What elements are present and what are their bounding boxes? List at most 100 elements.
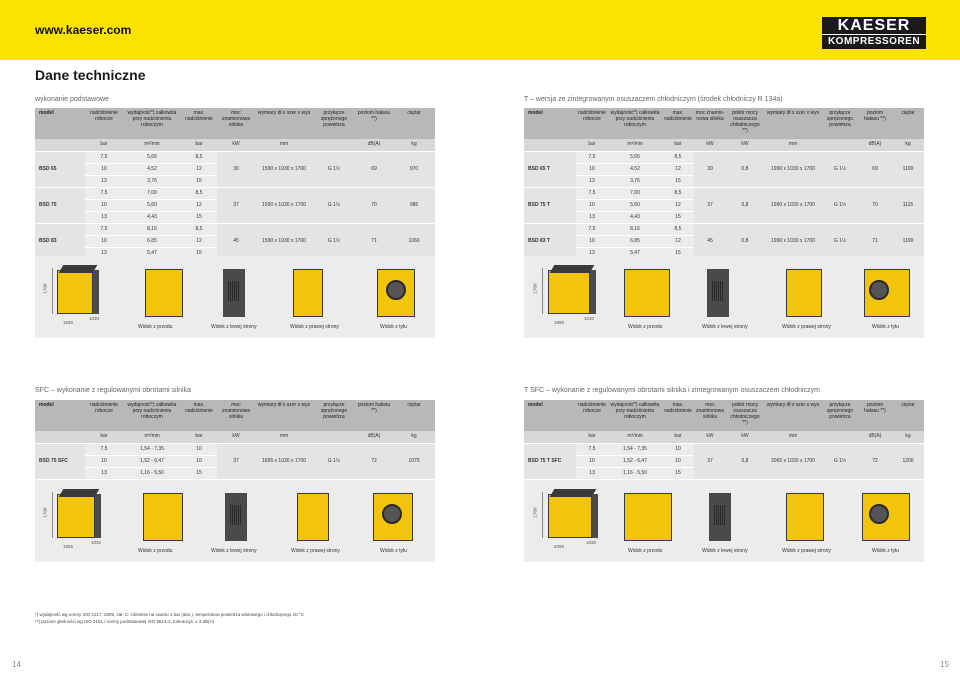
unit-bar: bar — [576, 139, 608, 152]
table-cell: 45 — [217, 223, 255, 260]
table-row: 13 1,16 - 5,50 15 — [35, 467, 435, 480]
table-cell: 5,65 — [123, 151, 181, 164]
table-cell: G 1½ — [822, 151, 858, 188]
compressor-roof — [58, 265, 98, 273]
width-dim-label: 1665 — [63, 544, 74, 549]
section-tsfc-title: T SFC – wykonanie z regulowanymi obrotam… — [524, 387, 820, 394]
table-cell: G 1½ — [822, 187, 858, 224]
width-dim-label: 1590 — [63, 320, 74, 325]
depth-dim-label: 1030 — [91, 540, 102, 545]
table-cell: 7,5 — [85, 151, 123, 164]
views-panel-t: 1700 1990 1030 Widok z przodu Widok z le… — [524, 256, 924, 338]
col-pressure: nadciśnienie robocze — [85, 108, 123, 139]
unit-kw: kW — [726, 139, 764, 152]
caption-front: Widok z przodu — [138, 324, 173, 330]
table-cell: 10 — [576, 235, 608, 248]
depth-dim-label: 1030 — [586, 540, 597, 545]
caption-back: Widok z tyłu — [872, 324, 899, 330]
table-cell: 7,5 — [576, 187, 608, 200]
table-cell: 1,16 - 5,50 — [123, 467, 181, 480]
table-cell: 2065 x 1030 x 1700 — [764, 443, 822, 480]
table-cell: 4,52 — [123, 163, 181, 176]
front-view-image — [624, 493, 672, 541]
table-cell: 8,5 — [181, 151, 217, 164]
table-cell: 4,43 — [123, 211, 181, 224]
table-cell: G 1½ — [313, 223, 355, 260]
views-panel-basic: 1700 1590 1030 Widok z przodu Widok z le… — [35, 256, 435, 338]
col-noise: poziom hałasu **) — [355, 108, 393, 139]
table-cell: 37 — [694, 443, 726, 480]
compressor-side — [93, 270, 99, 314]
spec-table-basic: model nadciśnienie robocze wydajność*) c… — [35, 108, 435, 260]
col-noise: poziom hałasu **) — [858, 400, 892, 431]
height-dim-line — [52, 492, 53, 538]
footnote-2: **) poziom głośności wg ISO 2151 i normy… — [35, 619, 215, 624]
table-cell: 10 — [662, 443, 694, 456]
table-cell: G 1½ — [822, 223, 858, 260]
col-dims: wymiary dł x szer x wys — [255, 400, 313, 431]
vent-grille — [230, 505, 242, 525]
unit-blank — [313, 139, 355, 152]
model-name: BSD 75 SFC — [35, 443, 85, 480]
table-row: 13 3,76 15 — [35, 175, 435, 188]
table-cell: 7,5 — [85, 187, 123, 200]
table-cell: 8,5 — [662, 223, 694, 236]
right-view-image — [786, 493, 824, 541]
table-cell: 10 — [576, 199, 608, 212]
table-cell: 4,52 — [608, 163, 662, 176]
table-cell: G 1½ — [822, 443, 858, 480]
col-power: moc znamio-nowa silnika — [694, 108, 726, 139]
section-basic-title: wykonanie podstawowe — [35, 96, 109, 103]
table-cell: 8,16 — [608, 223, 662, 236]
table-row: 13 3,76 15 — [524, 175, 924, 188]
col-maxp: max. nadciśnienie — [662, 108, 694, 139]
col-flow: wydajność*) całkowita przy nadciśnieniu … — [123, 108, 181, 139]
col-model: model — [35, 400, 85, 431]
logo-text-sub: KOMPRESSOREN — [822, 34, 926, 48]
compressor-roof — [549, 265, 595, 273]
table-cell: G 1½ — [313, 187, 355, 224]
vent-grille — [712, 281, 724, 301]
col-maxp: max. nadciśnienie — [181, 400, 217, 431]
table-cell: 15 — [662, 211, 694, 224]
table-cell: 10 — [181, 443, 217, 456]
height-dim-line — [542, 268, 543, 314]
unit-kg: kg — [393, 139, 435, 152]
col-pressure: nadciśnienie robocze — [576, 400, 608, 431]
table-row: 10 5,60 12 — [35, 199, 435, 212]
fan-icon — [869, 280, 889, 300]
table-cell: 15 — [662, 175, 694, 188]
table-cell: 0,8 — [726, 223, 764, 260]
unit-kg: kg — [892, 139, 924, 152]
table-cell: 8,5 — [181, 223, 217, 236]
table-cell: 12 — [662, 199, 694, 212]
table-row: BSD 75 T 7,5 7,00 8,5 37 0,8 1990 x 1030 x 170… — [524, 187, 924, 224]
col-conn: przyłącze sprężonego powietrza — [822, 108, 858, 139]
table-cell: 15 — [662, 467, 694, 480]
table-cell: 69 — [355, 151, 393, 188]
compressor-roof — [58, 489, 100, 497]
table-cell: 7,5 — [576, 443, 608, 456]
col-power: moc znamionowa silnika — [694, 400, 726, 431]
table-row: 13 4,43 15 — [35, 211, 435, 224]
table-cell: 1100 — [892, 151, 924, 188]
unit-bar: bar — [181, 139, 217, 152]
unit-mm: mm — [255, 431, 313, 444]
height-dim-label: 1700 — [42, 283, 48, 294]
table-cell: 8,5 — [662, 151, 694, 164]
depth-dim-label: 1030 — [89, 316, 100, 321]
caption-back: Widok z tyłu — [380, 548, 407, 554]
unit-mm: mm — [764, 431, 822, 444]
table-row: 10 4,52 12 — [35, 163, 435, 176]
col-flow: wydajność*) całkowita przy nadciśnieniu … — [608, 108, 662, 139]
model-name: BSD 83 — [35, 223, 85, 260]
width-dim-label: 2065 — [554, 544, 565, 549]
table-cell: 45 — [694, 223, 726, 260]
table-row: 13 4,43 15 — [524, 211, 924, 224]
col-dryer: pobór mocy osuszacza chłodniczego **) — [726, 108, 764, 139]
compressor-side — [590, 270, 596, 314]
website-link[interactable]: www.kaeser.com — [35, 23, 132, 37]
col-dims: wymiary dł x szer x wys — [255, 108, 313, 139]
unit-kg: kg — [892, 431, 924, 444]
caption-back: Widok z tyłu — [380, 324, 407, 330]
